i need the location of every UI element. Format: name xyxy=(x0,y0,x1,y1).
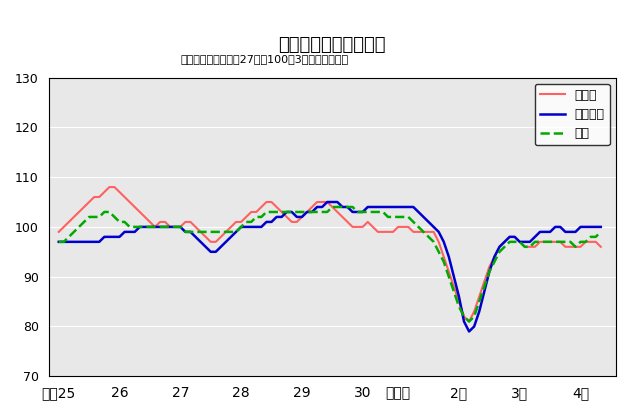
全国 xyxy=(110,215,118,220)
中国地方 xyxy=(465,329,473,334)
鳥取県 xyxy=(597,244,604,249)
鳥取県 xyxy=(55,229,62,234)
鳥取県 xyxy=(146,220,154,225)
鳥取県 xyxy=(541,239,549,244)
中国地方 xyxy=(141,225,149,229)
鳥取県 xyxy=(496,244,504,249)
Line: 中国地方: 中国地方 xyxy=(59,202,601,332)
中国地方 xyxy=(541,229,549,234)
全国 xyxy=(329,205,336,210)
全国 xyxy=(531,239,539,244)
Line: 全国: 全国 xyxy=(59,207,601,322)
Text: （季節調整済、平成27年＝100、3ヶ月移動平均）: （季節調整済、平成27年＝100、3ヶ月移動平均） xyxy=(181,54,349,64)
中国地方 xyxy=(309,210,316,215)
鳥取県 xyxy=(531,244,539,249)
Legend: 鳥取県, 中国地方, 全国: 鳥取県, 中国地方, 全国 xyxy=(534,84,610,145)
中国地方 xyxy=(110,234,118,239)
全国 xyxy=(55,239,62,244)
全国 xyxy=(496,249,504,254)
鳥取県 xyxy=(115,190,123,195)
全国 xyxy=(141,225,149,229)
中国地方 xyxy=(55,239,62,244)
中国地方 xyxy=(496,244,504,249)
Title: 鉱工業生産指数の推移: 鉱工業生産指数の推移 xyxy=(278,36,386,54)
中国地方 xyxy=(531,234,539,239)
全国 xyxy=(309,210,316,215)
鳥取県 xyxy=(314,200,321,205)
鳥取県 xyxy=(105,185,113,190)
全国 xyxy=(465,319,473,324)
中国地方 xyxy=(324,200,331,205)
全国 xyxy=(541,239,549,244)
Line: 鳥取県: 鳥取県 xyxy=(59,187,601,322)
鳥取県 xyxy=(465,319,473,324)
中国地方 xyxy=(597,225,604,229)
全国 xyxy=(597,229,604,234)
